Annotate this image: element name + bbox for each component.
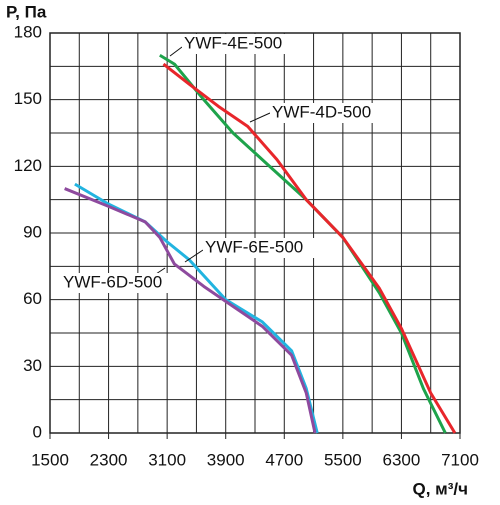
series-label: YWF-4D-500 <box>272 102 371 121</box>
x-tick-label: 3100 <box>148 450 186 469</box>
label-leader <box>249 112 271 123</box>
x-tick-label: 5500 <box>324 450 362 469</box>
x-tick-label: 6300 <box>383 450 421 469</box>
series-label: YWF-6E-500 <box>205 237 303 256</box>
label-bg <box>61 273 183 293</box>
label-leader <box>184 249 204 263</box>
y-tick-label: 90 <box>23 222 42 241</box>
label-bg <box>270 103 392 123</box>
x-tick-label: 1500 <box>31 450 69 469</box>
series-line <box>162 62 457 434</box>
series-line <box>64 187 317 434</box>
x-tick-label: 4700 <box>265 450 303 469</box>
series-label: YWF-4E-500 <box>184 33 282 52</box>
y-tick-label: 180 <box>14 22 42 41</box>
x-tick-label: 2300 <box>90 450 128 469</box>
series-label: YWF-6D-500 <box>63 272 162 291</box>
label-bg <box>203 238 325 258</box>
y-tick-label: 30 <box>23 356 42 375</box>
y-axis-title: P, Па <box>6 2 47 21</box>
x-tick-label: 7100 <box>441 450 479 469</box>
label-leader <box>169 46 183 57</box>
label-bg <box>182 34 304 54</box>
y-tick-label: 60 <box>23 289 42 308</box>
plot-frame <box>49 32 461 434</box>
y-tick-label: 0 <box>33 422 42 441</box>
x-axis-title: Q, м³/ч <box>413 479 469 498</box>
x-tick-label: 3900 <box>207 450 245 469</box>
y-tick-label: 120 <box>14 156 42 175</box>
y-tick-label: 150 <box>14 89 42 108</box>
